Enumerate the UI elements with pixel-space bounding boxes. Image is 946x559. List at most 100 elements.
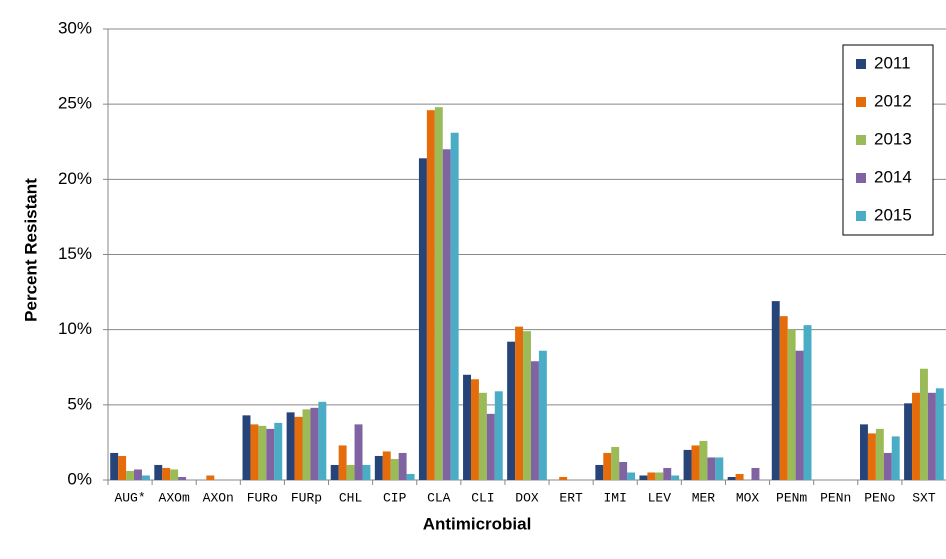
bar xyxy=(426,110,435,481)
bar xyxy=(442,149,451,480)
bar xyxy=(603,452,612,480)
bar xyxy=(912,392,920,480)
bar xyxy=(170,469,179,480)
bar xyxy=(627,472,636,480)
bar xyxy=(310,407,319,480)
y-tick-label: 10% xyxy=(58,319,92,338)
bar xyxy=(611,446,620,480)
legend-swatch xyxy=(856,173,866,183)
x-tick-label: FURo xyxy=(247,490,278,505)
bar xyxy=(530,361,539,480)
x-tick-label: AXOm xyxy=(159,490,190,505)
bar xyxy=(727,476,736,480)
bar xyxy=(538,350,547,480)
bar xyxy=(141,475,150,480)
bar xyxy=(515,326,524,480)
bar xyxy=(859,424,868,480)
legend-label: 2013 xyxy=(874,129,912,148)
bar xyxy=(318,401,327,480)
legend-label: 2011 xyxy=(874,53,911,72)
bar xyxy=(134,469,142,480)
x-tick-label: MOX xyxy=(736,490,760,505)
x-tick-label: PENm xyxy=(776,490,807,505)
bar xyxy=(450,132,459,481)
bar xyxy=(867,433,876,480)
bar xyxy=(795,350,804,480)
bar xyxy=(162,467,171,480)
x-tick-label: IMI xyxy=(604,490,627,505)
x-tick-label: CIP xyxy=(383,490,407,505)
x-tick-label: AXOn xyxy=(203,490,234,505)
x-tick-label: CHL xyxy=(339,490,362,505)
x-tick-label: SXT xyxy=(912,490,936,505)
bar xyxy=(803,325,812,480)
bar xyxy=(619,461,628,480)
bar xyxy=(294,416,303,480)
x-tick-label: MER xyxy=(692,490,716,505)
bar xyxy=(639,475,648,480)
bar xyxy=(478,392,487,480)
bar xyxy=(258,425,267,480)
bar xyxy=(126,470,135,480)
x-tick-label: PENo xyxy=(864,490,895,505)
x-tick-label: CLA xyxy=(427,490,451,505)
y-axis-title: Percent Resistant xyxy=(21,178,40,322)
bar xyxy=(494,391,503,480)
bar xyxy=(206,475,215,480)
bar xyxy=(647,472,656,480)
bar xyxy=(178,476,187,480)
legend-label: 2012 xyxy=(874,91,912,110)
bar xyxy=(771,301,780,480)
bar xyxy=(671,475,680,480)
bar xyxy=(154,464,163,480)
x-tick-label: FURp xyxy=(291,490,322,505)
bar xyxy=(663,467,672,480)
bar xyxy=(463,374,471,480)
bar xyxy=(559,476,568,480)
bar xyxy=(362,464,371,480)
bar xyxy=(470,379,479,480)
legend-swatch xyxy=(856,97,866,107)
bar xyxy=(398,452,407,480)
bar xyxy=(919,368,928,480)
bar xyxy=(382,451,391,480)
bar xyxy=(346,464,355,480)
y-tick-label: 5% xyxy=(67,394,92,413)
bar xyxy=(286,412,295,480)
bar xyxy=(354,424,363,480)
bar xyxy=(374,455,383,480)
bar xyxy=(715,457,724,480)
bar xyxy=(338,445,347,480)
bar xyxy=(927,392,936,480)
bar xyxy=(751,467,760,480)
y-tick-label: 20% xyxy=(58,169,92,188)
bar xyxy=(655,472,664,480)
bar xyxy=(523,331,531,480)
bar xyxy=(779,316,788,480)
bar xyxy=(486,413,495,480)
y-tick-label: 0% xyxy=(67,469,92,488)
bar xyxy=(595,464,604,480)
x-tick-label: PENn xyxy=(820,490,851,505)
legend-label: 2015 xyxy=(874,205,912,224)
bar xyxy=(904,403,913,480)
x-tick-label: DOX xyxy=(515,490,539,505)
legend-swatch xyxy=(856,135,866,145)
bar xyxy=(507,341,516,480)
bar xyxy=(330,464,339,480)
bar xyxy=(110,452,119,480)
bar xyxy=(390,458,399,480)
bar xyxy=(266,428,275,480)
y-tick-label: 25% xyxy=(58,94,92,113)
bar xyxy=(302,409,311,480)
legend-label: 2014 xyxy=(874,167,912,186)
y-tick-label: 30% xyxy=(58,18,92,37)
bar xyxy=(250,424,259,480)
bar xyxy=(891,436,900,480)
bar xyxy=(691,445,700,480)
x-tick-label: CLI xyxy=(471,490,494,505)
bar xyxy=(787,329,796,480)
bar xyxy=(683,449,692,480)
bar xyxy=(735,473,744,480)
